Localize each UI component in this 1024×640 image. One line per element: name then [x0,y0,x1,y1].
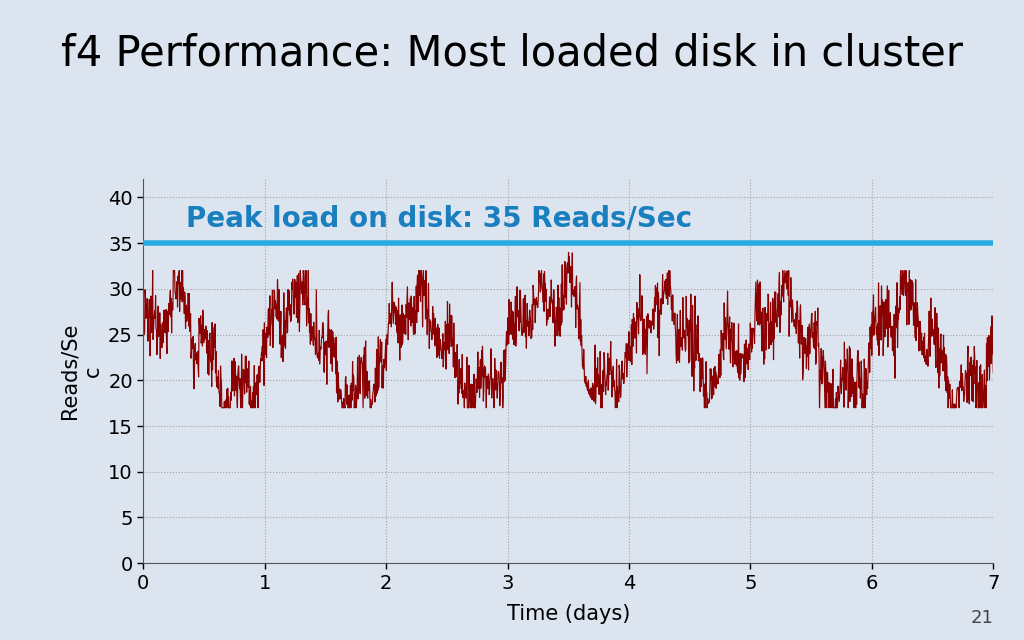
Y-axis label: Reads/Se
c: Reads/Se c [59,323,102,419]
Text: Peak load on disk: 35 Reads/Sec: Peak load on disk: 35 Reads/Sec [186,204,692,232]
Text: 21: 21 [971,609,993,627]
X-axis label: Time (days): Time (days) [507,604,630,624]
Text: f4 Performance: Most loaded disk in cluster: f4 Performance: Most loaded disk in clus… [61,32,963,74]
